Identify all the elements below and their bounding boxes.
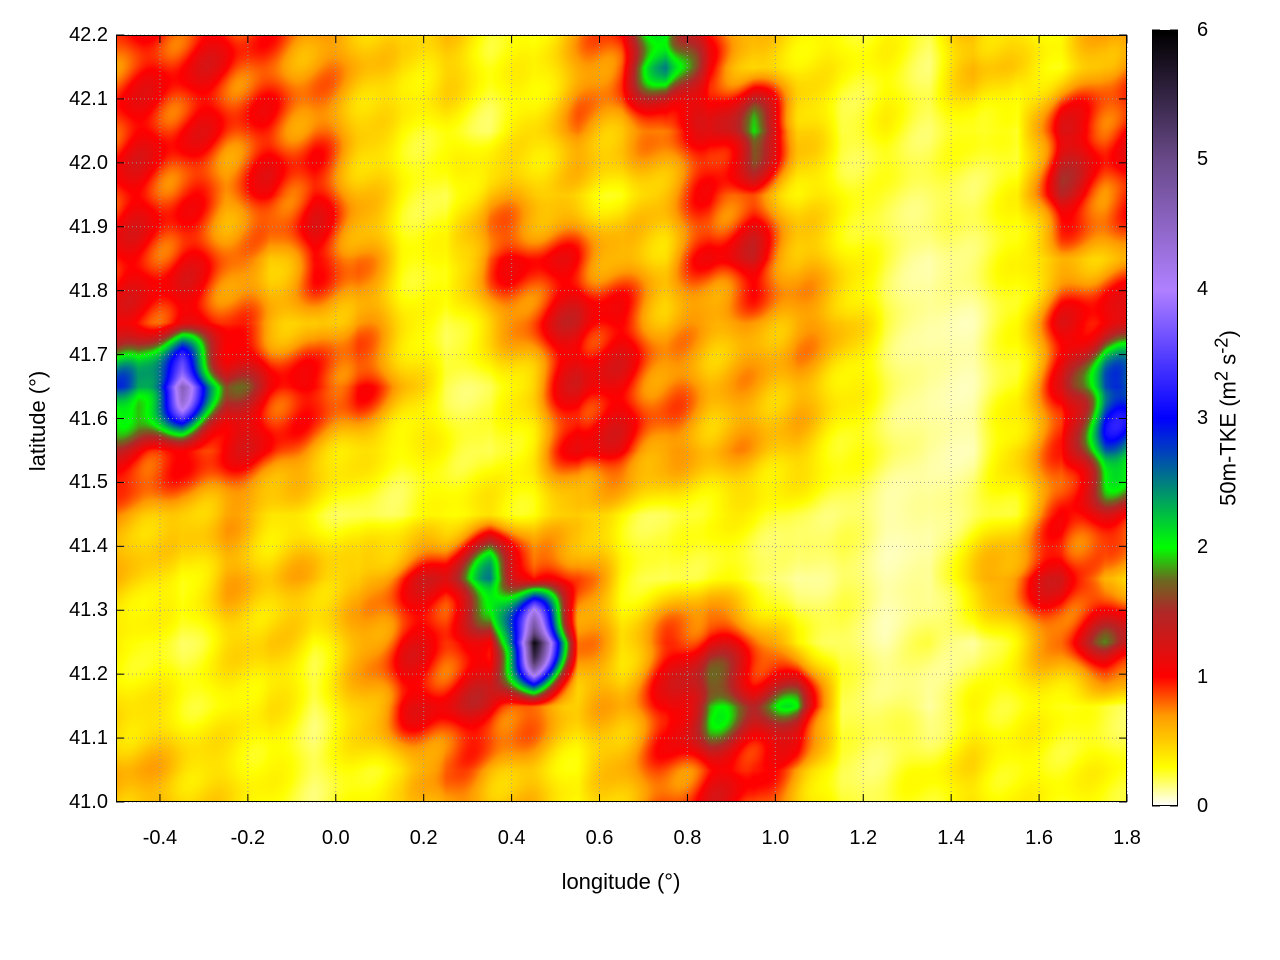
y-tick-label: 41.4 <box>69 535 108 558</box>
y-tick-label: 41.6 <box>69 407 108 430</box>
colorbar <box>1152 30 1178 806</box>
colorbar-tick-label: 2 <box>1197 536 1209 559</box>
x-tick-label: 0.4 <box>497 827 526 849</box>
y-tick-label: 41.2 <box>69 663 108 686</box>
colorbar-tick-label: 6 <box>1197 19 1209 41</box>
x-tick-label: 1.0 <box>761 827 790 849</box>
y-tick-label: 42.1 <box>69 87 108 110</box>
colorbar-label-sup2: -2 <box>1210 337 1232 354</box>
y-tick-label: 41.8 <box>69 279 108 302</box>
y-axis-label: latitude (°) <box>25 370 50 472</box>
y-tick-label: 41.5 <box>69 471 108 494</box>
x-tick-label: 0.2 <box>409 827 438 849</box>
x-axis-label: longitude (°) <box>561 869 681 894</box>
x-tick-label: 1.6 <box>1025 827 1053 849</box>
colorbar-tick-label: 5 <box>1197 148 1209 171</box>
y-tick-label: 41.9 <box>69 215 108 238</box>
y-tick-label: 42.2 <box>69 24 108 46</box>
x-tick-label: 0.0 <box>321 827 350 849</box>
y-tick-label: 41.7 <box>69 343 108 366</box>
x-tick-label: 0.6 <box>585 827 614 849</box>
y-tick-label: 41.3 <box>69 599 108 622</box>
colorbar-tick-label: 1 <box>1197 665 1209 688</box>
y-tick-label: 41.0 <box>69 791 108 813</box>
colorbar-label: 50m-TKE (m2 s-2) <box>1210 330 1241 506</box>
x-tick-label: 0.8 <box>673 827 702 849</box>
colorbar-label-text: 50m-TKE (m <box>1215 381 1241 506</box>
x-tick-label: -0.2 <box>230 827 266 849</box>
x-tick-label: -0.4 <box>142 827 178 849</box>
y-tick-label: 42.0 <box>69 151 108 174</box>
colorbar-tick-label: 4 <box>1197 277 1209 300</box>
colorbar-label-mid: s <box>1215 353 1241 371</box>
x-tick-label: 1.8 <box>1113 827 1141 849</box>
colorbar-label-sup1: 2 <box>1210 370 1232 382</box>
x-tick-label: 1.2 <box>849 827 878 849</box>
y-tick-label: 41.1 <box>69 727 108 750</box>
x-tick-label: 1.4 <box>937 827 966 849</box>
colorbar-tick-label: 3 <box>1197 407 1209 429</box>
colorbar-label-end: ) <box>1215 330 1241 338</box>
colorbar-tick-label: 0 <box>1197 795 1209 817</box>
